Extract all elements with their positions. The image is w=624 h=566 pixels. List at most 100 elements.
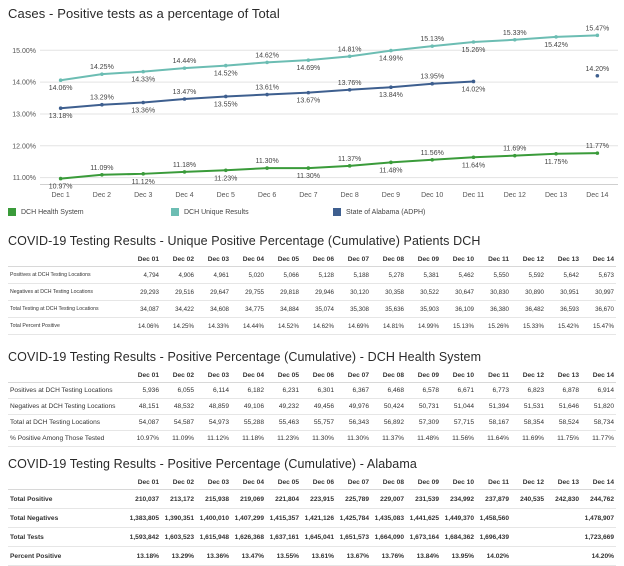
table-cell: 1,478,907: [581, 508, 616, 528]
data-point: [141, 100, 146, 105]
data-label: 13.55%: [214, 101, 238, 108]
table-cell: 30,647: [441, 283, 476, 301]
column-header: Dec 06: [301, 476, 336, 490]
data-label: 14.33%: [131, 77, 155, 84]
x-tick-label: Dec 8: [340, 192, 358, 199]
data-label: 13.95%: [420, 74, 444, 81]
table-row: Total Testing at DCH Testing Locations 34…: [8, 300, 616, 318]
table-cell: 210,037: [126, 489, 161, 509]
table-cell: 1,651,573: [336, 527, 371, 547]
table-cell: 231,539: [406, 489, 441, 509]
x-tick-label: Dec 2: [93, 192, 111, 199]
y-tick-label: 12.00%: [12, 143, 36, 150]
data-point: [554, 151, 558, 156]
row-label: Total Testing at DCH Testing Locations: [8, 300, 126, 318]
table-cell: 5,936: [126, 382, 161, 399]
column-header: Dec 08: [371, 476, 406, 490]
table-cell: 54,973: [196, 414, 231, 431]
column-header: Dec 08: [371, 369, 406, 383]
table-row: Total at DCH Testing Locations 54,087 54,5…: [8, 414, 616, 431]
table-cell: 13.47%: [231, 546, 266, 566]
column-header: Dec 14: [581, 253, 616, 267]
table-cell: 49,456: [301, 398, 336, 415]
table-cell: 14.25%: [161, 317, 196, 335]
legend-item-dch-health-system[interactable]: DCH Health System: [8, 208, 84, 216]
series-line: [60, 152, 598, 180]
column-header: Dec 10: [441, 476, 476, 490]
x-tick-label: Dec 5: [217, 192, 235, 199]
table-header-row: Dec 01 Dec 02 Dec 03 Dec 04 Dec 05 Dec 06 Dec …: [8, 369, 616, 383]
table-cell: 49,976: [336, 398, 371, 415]
table-cell: 5,673: [581, 266, 616, 284]
data-point: [100, 72, 104, 76]
table-cell: 11.69%: [511, 430, 546, 447]
series-line: [60, 34, 598, 82]
data-point: [265, 60, 269, 65]
table-cell: 14.52%: [266, 317, 301, 335]
table-cell: 1,400,010: [196, 508, 231, 528]
column-header: Dec 08: [371, 253, 406, 267]
legend-item-dch-unique-results[interactable]: DCH Unique Results: [171, 208, 249, 216]
table-cell: 35,636: [371, 300, 406, 318]
column-header: Dec 10: [441, 369, 476, 383]
table-cell: 11.30%: [301, 430, 336, 447]
column-header: Dec 02: [161, 253, 196, 267]
table-cell: 57,309: [406, 414, 441, 431]
table-cell: 5,128: [301, 266, 336, 284]
table-cell: 15.26%: [476, 317, 511, 335]
table-cell: 14.99%: [406, 317, 441, 335]
table-cell: 6,773: [476, 382, 511, 399]
column-header: Dec 03: [196, 253, 231, 267]
table-cell: 30,997: [581, 283, 616, 301]
table-cell: 29,293: [126, 283, 161, 301]
table-cell: 1,383,805: [126, 508, 161, 528]
table-cell: 1,390,351: [161, 508, 196, 528]
column-header: Dec 11: [476, 476, 511, 490]
data-label: 14.25%: [90, 64, 114, 71]
table-cell: 35,903: [406, 300, 441, 318]
data-label: 14.44%: [173, 58, 197, 65]
row-label: Total Negatives: [8, 508, 126, 528]
table-cell: 29,946: [301, 283, 336, 301]
column-header: Dec 12: [511, 253, 546, 267]
column-header: Dec 13: [546, 476, 581, 490]
x-tick-label: Dec 1: [51, 192, 69, 199]
table-cell: 51,044: [441, 398, 476, 415]
data-point: [58, 78, 63, 83]
data-point: [471, 155, 476, 160]
table-cell: 13.84%: [406, 546, 441, 566]
table-cell: 58,167: [476, 414, 511, 431]
data-point: [347, 54, 352, 59]
data-point: [223, 168, 228, 173]
column-header: Dec 03: [196, 369, 231, 383]
data-point: [306, 58, 311, 62]
table-cell: 242,830: [546, 489, 581, 509]
table-cell: 11.56%: [441, 430, 476, 447]
table-cell: 1,615,948: [196, 527, 231, 547]
data-label: 13.76%: [338, 80, 362, 87]
table-cell: 34,775: [231, 300, 266, 318]
data-point: [389, 48, 393, 53]
table-cell: 15.33%: [511, 317, 546, 335]
column-header: Dec 09: [406, 253, 441, 267]
table-cell: 13.18%: [126, 546, 161, 566]
chart-title: Cases - Positive tests as a percentage o…: [8, 6, 280, 21]
legend-item-state-of-alabama[interactable]: State of Alabama (ADPH): [333, 208, 425, 216]
data-label: 14.20%: [585, 66, 609, 73]
data-label: 11.69%: [503, 146, 526, 153]
table-cell: [511, 546, 546, 566]
column-header: Dec 01: [126, 369, 161, 383]
table-cell: 5,462: [441, 266, 476, 284]
data-label: 14.62%: [255, 52, 279, 59]
table-cell: 15.42%: [546, 317, 581, 335]
data-label: 15.33%: [503, 30, 527, 37]
data-point: [182, 97, 187, 101]
row-label: Positives at DCH Testing Locations: [8, 266, 126, 284]
data-label: 13.84%: [379, 92, 403, 99]
table-row: Total Negatives 1,383,805 1,390,351 1,400,0…: [8, 508, 616, 528]
table-cell: 14.81%: [371, 317, 406, 335]
column-header: Dec 02: [161, 476, 196, 490]
data-point: [223, 63, 228, 68]
table-cell: 240,535: [511, 489, 546, 509]
data-label: 13.29%: [90, 95, 114, 102]
